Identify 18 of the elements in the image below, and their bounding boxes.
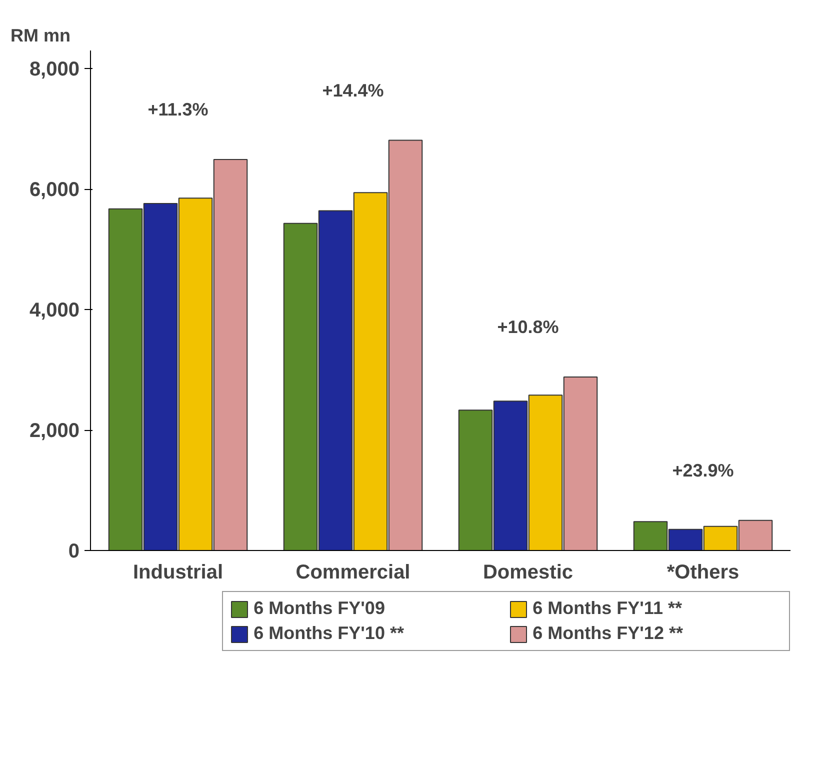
y-tick-label: 4,000 xyxy=(29,300,80,322)
legend-label: 6 Months FY'10 ** xyxy=(254,623,405,644)
y-tick-label: 6,000 xyxy=(29,179,80,202)
legend-label: 6 Months FY'12 ** xyxy=(532,623,684,644)
y-tick-label: 2,000 xyxy=(29,420,80,442)
y-tick-label: 0 xyxy=(68,540,80,562)
legend-label: 6 Months FY'09 xyxy=(254,598,386,619)
x-tick-label: Industrial xyxy=(132,562,224,584)
annotation: +11.3% xyxy=(148,100,208,120)
legend-label: 6 Months FY'11 ** xyxy=(532,598,683,619)
annotation: +10.8% xyxy=(497,317,559,338)
y-axis-title: RM mn xyxy=(10,26,70,46)
x-tick-label: Domestic xyxy=(482,562,574,584)
annotation: +14.4% xyxy=(322,80,384,100)
y-tick-label: 8,000 xyxy=(29,58,80,81)
x-tick-label: *Others xyxy=(666,562,740,584)
x-tick-label: Commercial xyxy=(296,562,410,584)
annotation: +23.9% xyxy=(672,460,734,480)
